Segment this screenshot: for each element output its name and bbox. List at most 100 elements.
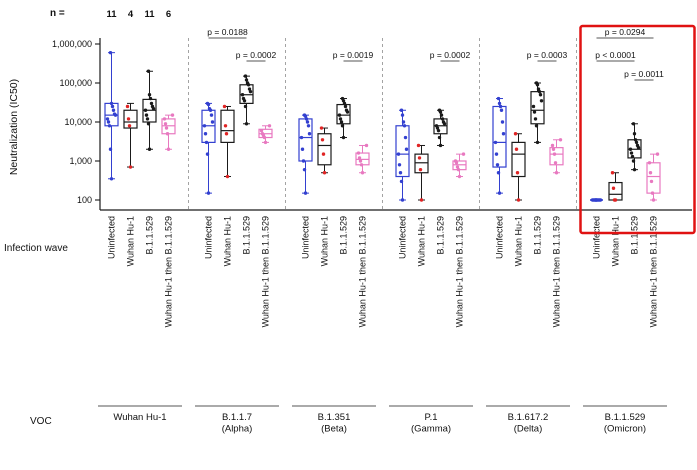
n-value: 4 [128,9,134,20]
data-point [400,113,405,117]
data-point [535,140,540,145]
voc-group-label: B.1.617.2 [508,412,549,423]
x-tick-label: Wuhan Hu-1 [611,216,621,266]
data-point [494,152,499,156]
data-point [516,198,521,202]
data-point [416,143,421,148]
data-point [441,120,446,124]
data-point [633,138,638,142]
data-point [457,174,462,179]
data-point [148,96,153,101]
box-rect [220,109,235,143]
data-point [110,104,115,109]
data-point [105,117,110,121]
box-rect [530,91,545,125]
data-point [225,174,230,179]
data-point [108,147,113,151]
data-point [453,159,458,163]
data-point [338,117,343,121]
voc-group-label: (Alpha) [222,424,253,435]
data-point [531,104,536,109]
n-value: 6 [166,9,171,20]
n-value: 11 [144,9,155,20]
data-point [396,152,401,156]
data-point [495,163,500,167]
data-point [404,147,409,151]
data-point [590,198,595,202]
data-point [150,104,155,109]
data-point [461,152,466,156]
data-point [307,132,312,136]
x-tick-label: Wuhan Hu-1 then B.1.1.529 [455,216,465,327]
y-tick-label: 100,000 [59,78,92,88]
data-point [493,140,498,145]
data-point [304,117,309,121]
data-point [170,113,175,117]
data-point [248,89,253,94]
data-point [558,138,563,142]
data-point [438,143,443,148]
data-point [399,108,404,112]
data-point [299,135,304,140]
data-point [145,117,150,121]
data-point [147,147,152,151]
data-point [222,104,227,109]
voc-group-label: (Gamma) [411,424,451,435]
data-point [655,152,660,156]
data-point [165,132,170,136]
data-point [357,156,362,160]
data-point [418,167,423,172]
data-point [499,108,504,112]
voc-group-label: B.1.1.529 [605,412,646,423]
data-point [419,198,424,202]
data-point [144,113,149,117]
data-point [339,120,344,124]
box-rect [123,109,138,129]
data-point [244,78,249,82]
p-value-label: p = 0.0003 [527,50,568,60]
data-point [207,106,212,111]
data-point [204,140,209,145]
data-point [303,191,308,195]
data-point [364,143,369,148]
data-point [162,117,167,121]
data-point [342,101,347,106]
data-point [501,132,506,136]
voc-group-label: (Beta) [321,424,347,435]
n-value: 11 [106,9,117,20]
box-rect [239,84,254,104]
p-value-label: p = 0.0011 [624,69,664,79]
data-point [244,122,249,126]
data-point [401,120,406,124]
data-point [163,122,168,126]
x-tick-label: B.1.1.529 [436,216,446,255]
data-point [125,104,130,109]
data-point [356,151,361,155]
x-tick-label: Wuhan Hu-1 [514,216,524,266]
x-tick-label: B.1.1.529 [533,216,543,255]
data-point [417,156,422,160]
x-tick-label: Wuhan Hu-1 then B.1.1.529 [649,216,659,327]
data-point [434,124,439,128]
data-point [127,124,132,128]
voc-axis-label: VOC [30,416,52,427]
box-rect [646,162,661,194]
x-tick-label: Wuhan Hu-1 then B.1.1.529 [552,216,562,327]
data-point [513,132,518,136]
data-point [439,113,444,117]
box-rect [317,133,332,166]
data-point [301,159,306,163]
x-tick-label: B.1.1.529 [630,216,640,255]
data-point [245,81,250,85]
x-tick-label: Wuhan Hu-1 [223,216,233,266]
data-point [534,81,539,85]
data-point [397,163,402,167]
data-point [206,191,211,195]
data-point [260,132,265,136]
voc-group-label: Wuhan Hu-1 [113,412,166,423]
box-rect [608,181,623,201]
p-value-label: p = 0.0294 [605,27,646,37]
data-point [497,101,502,106]
x-tick-label: Wuhan Hu-1 [126,216,136,266]
